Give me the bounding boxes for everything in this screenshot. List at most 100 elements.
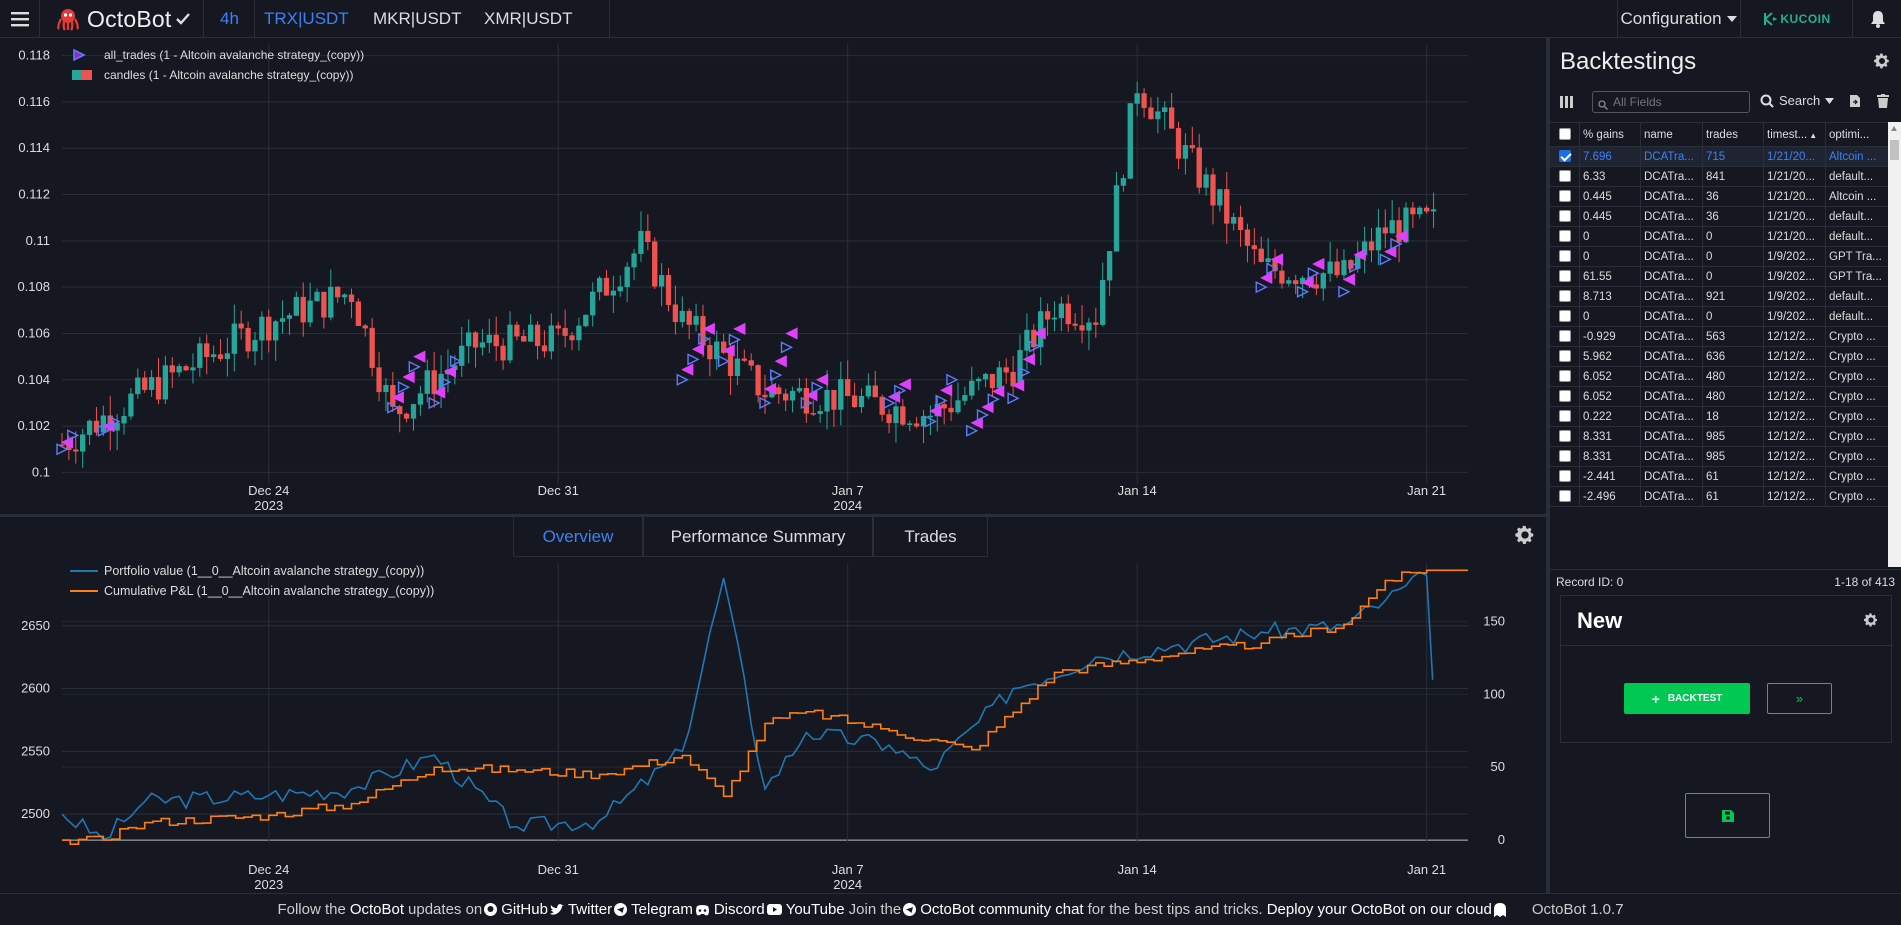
row-checkbox-cell[interactable] [1550, 447, 1580, 467]
candle[interactable] [121, 407, 127, 435]
table-row[interactable]: -2.496 DCATra... 61 12/12/2... Crypto ... [1550, 487, 1888, 507]
candle[interactable] [1430, 192, 1437, 228]
candle[interactable] [259, 311, 265, 361]
candle[interactable] [755, 364, 761, 403]
candle[interactable] [1279, 263, 1285, 289]
trade-marker[interactable] [770, 369, 783, 382]
candle[interactable] [982, 372, 989, 388]
candle[interactable] [397, 404, 403, 433]
trade-marker[interactable] [97, 424, 110, 437]
row-checkbox[interactable] [1559, 149, 1571, 162]
candle[interactable] [376, 351, 382, 402]
new-settings-button[interactable] [1863, 612, 1879, 633]
candle[interactable] [562, 309, 568, 348]
table-row[interactable]: 8.331 DCATra... 985 12/12/2... Crypto ... [1550, 427, 1888, 447]
candle[interactable] [810, 400, 816, 416]
candle[interactable] [231, 304, 237, 372]
candle[interactable] [1251, 228, 1257, 265]
candle[interactable] [624, 262, 630, 302]
candle[interactable] [321, 291, 327, 329]
candle[interactable] [569, 332, 575, 351]
candle[interactable] [872, 370, 878, 398]
candle[interactable] [1410, 202, 1416, 228]
candle[interactable] [80, 428, 86, 468]
candlestick-chart[interactable]: 0.118 0.116 0.114 0.112 0.11 0.108 0.106 0.104 0… [0, 38, 1546, 514]
row-checkbox[interactable] [1559, 429, 1571, 442]
row-checkbox[interactable] [1559, 389, 1571, 402]
candle[interactable] [776, 384, 782, 404]
trade-marker[interactable] [1296, 285, 1310, 298]
trade-marker[interactable] [733, 322, 746, 335]
candle[interactable] [1162, 101, 1168, 131]
candle[interactable] [996, 360, 1002, 389]
trade-marker[interactable] [1028, 340, 1042, 353]
candle[interactable] [197, 336, 203, 377]
candle[interactable] [1286, 277, 1292, 287]
candle[interactable] [658, 263, 665, 307]
select-all-cell[interactable] [1550, 123, 1580, 147]
legend-cumulative-pnl[interactable]: Cumulative P&L (1__0__Altcoin avalanche … [70, 584, 434, 598]
legend-portfolio-value[interactable]: Portfolio value (1__0__Altcoin avalanche… [70, 564, 424, 578]
scroll-thumb[interactable] [1890, 140, 1899, 160]
candle[interactable] [1079, 305, 1085, 344]
table-row[interactable]: 5.962 DCATra... 636 12/12/2... Crypto ... [1550, 347, 1888, 367]
candle[interactable] [817, 404, 823, 423]
candle[interactable] [1168, 92, 1175, 129]
candle[interactable] [962, 386, 968, 406]
candle[interactable] [341, 293, 348, 305]
candle[interactable] [672, 285, 679, 335]
candle[interactable] [707, 337, 713, 377]
candle[interactable] [1265, 237, 1271, 265]
row-checkbox-cell[interactable] [1550, 427, 1580, 447]
candle[interactable] [128, 388, 134, 420]
candle[interactable] [1051, 301, 1058, 332]
row-checkbox[interactable] [1559, 189, 1571, 202]
table-row[interactable]: 0.445 DCATra... 36 1/21/20... Altcoin ... [1550, 187, 1888, 207]
candle[interactable] [693, 303, 699, 332]
trade-marker[interactable] [722, 344, 735, 357]
legend-candles[interactable]: candles (1 - Altcoin avalanche strategy_… [72, 68, 353, 82]
candle[interactable] [1058, 296, 1065, 332]
candle[interactable] [1100, 262, 1106, 327]
candle[interactable] [465, 319, 472, 364]
candle[interactable] [431, 351, 437, 408]
pane-divider[interactable] [0, 514, 1546, 517]
candle[interactable] [1196, 133, 1202, 194]
candle[interactable] [596, 275, 603, 301]
table-row[interactable]: 6.052 DCATra... 480 12/12/2... Crypto ... [1550, 387, 1888, 407]
trade-marker[interactable] [987, 393, 1000, 406]
trade-marker[interactable] [1307, 267, 1320, 280]
trade-marker[interactable] [992, 385, 1005, 398]
candle[interactable] [1231, 212, 1237, 231]
candle[interactable] [86, 419, 93, 446]
trade-marker[interactable] [1033, 327, 1046, 340]
candle[interactable] [1044, 303, 1051, 336]
row-checkbox-cell[interactable] [1550, 367, 1580, 387]
candle[interactable] [1382, 209, 1388, 249]
candle[interactable] [1313, 272, 1320, 296]
candle[interactable] [314, 288, 320, 302]
select-all-checkbox[interactable] [1559, 127, 1571, 140]
candle[interactable] [1003, 358, 1009, 384]
candle[interactable] [1141, 88, 1147, 118]
candle[interactable] [1017, 334, 1023, 388]
trade-marker[interactable] [1348, 260, 1362, 274]
candle[interactable] [1327, 241, 1333, 282]
notifications-button[interactable] [1854, 0, 1901, 38]
trade-marker[interactable] [800, 396, 813, 410]
candle[interactable] [169, 357, 175, 388]
trade-marker[interactable] [939, 384, 953, 397]
trade-marker[interactable] [924, 415, 937, 428]
candle[interactable] [610, 275, 617, 314]
candle[interactable] [686, 308, 692, 340]
candle[interactable] [913, 416, 920, 429]
candle[interactable] [748, 353, 754, 371]
candle[interactable] [383, 378, 389, 412]
scroll-up-icon[interactable] [1891, 126, 1897, 131]
trade-marker[interactable] [763, 382, 777, 396]
twitter-link[interactable]: Twitter [567, 901, 613, 918]
candle[interactable] [514, 321, 520, 341]
trade-marker[interactable] [67, 429, 80, 442]
trade-marker[interactable] [1379, 253, 1392, 266]
trade-marker[interactable] [1011, 379, 1025, 392]
